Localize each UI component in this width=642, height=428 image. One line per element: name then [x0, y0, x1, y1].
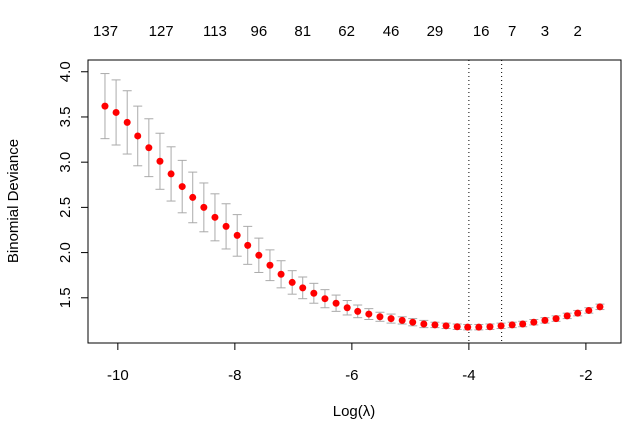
- point: [310, 289, 318, 297]
- point: [277, 270, 285, 278]
- point: [365, 310, 373, 318]
- y-tick-label: 2.0: [57, 242, 74, 263]
- point: [398, 316, 406, 324]
- point: [244, 241, 252, 249]
- y-tick-label: 1.5: [57, 287, 74, 308]
- point: [299, 284, 307, 292]
- point: [409, 318, 417, 326]
- top-tick-label: 16: [473, 23, 490, 40]
- top-tick-label: 137: [93, 23, 118, 40]
- point: [134, 132, 142, 140]
- point: [596, 303, 604, 311]
- point: [255, 251, 263, 259]
- point: [101, 102, 109, 110]
- top-tick-label: 3: [541, 23, 549, 40]
- point: [574, 309, 582, 317]
- point: [541, 316, 549, 324]
- point: [453, 323, 461, 331]
- x-axis-label: Log(λ): [333, 403, 376, 420]
- point: [442, 322, 450, 330]
- point: [200, 203, 208, 211]
- x-tick-label: -10: [107, 367, 129, 384]
- point: [145, 144, 153, 152]
- point: [376, 313, 384, 321]
- point: [552, 315, 560, 323]
- top-tick-label: 29: [427, 23, 444, 40]
- y-tick-label: 4.0: [57, 61, 74, 82]
- top-tick-label: 127: [149, 23, 174, 40]
- x-tick-label: -2: [579, 367, 592, 384]
- x-tick-label: -6: [345, 367, 358, 384]
- point: [167, 170, 175, 178]
- top-tick-label: 96: [250, 23, 267, 40]
- point: [387, 315, 395, 323]
- point: [475, 323, 483, 331]
- point: [222, 222, 230, 230]
- point: [233, 231, 241, 239]
- point: [519, 320, 527, 328]
- x-tick-label: -4: [462, 367, 475, 384]
- point: [332, 299, 340, 307]
- point: [563, 312, 571, 320]
- point: [321, 295, 329, 303]
- point: [486, 323, 494, 331]
- point: [343, 304, 351, 312]
- x-tick-label: -8: [228, 367, 241, 384]
- top-tick-label: 2: [574, 23, 582, 40]
- point: [112, 108, 120, 116]
- point: [288, 278, 296, 286]
- point: [156, 157, 164, 165]
- top-tick-label: 62: [338, 23, 355, 40]
- point: [508, 321, 516, 329]
- point: [123, 118, 131, 126]
- point: [585, 306, 593, 314]
- plot-frame: [87, 59, 622, 344]
- point: [530, 318, 538, 326]
- point: [211, 213, 219, 221]
- y-axis-label: Binomial Deviance: [5, 139, 22, 263]
- top-tick-label: 46: [383, 23, 400, 40]
- point: [189, 193, 197, 201]
- point: [420, 320, 428, 328]
- point: [266, 261, 274, 269]
- y-tick-label: 3.5: [57, 107, 74, 128]
- point: [178, 183, 186, 191]
- top-tick-label: 113: [203, 23, 227, 40]
- point: [354, 307, 362, 315]
- point: [464, 323, 472, 331]
- y-tick-label: 3.0: [57, 152, 74, 173]
- y-tick-label: 2.5: [57, 197, 74, 218]
- top-tick-label: 81: [294, 23, 311, 40]
- point: [431, 321, 439, 329]
- top-tick-label: 7: [508, 23, 516, 40]
- point: [497, 322, 505, 330]
